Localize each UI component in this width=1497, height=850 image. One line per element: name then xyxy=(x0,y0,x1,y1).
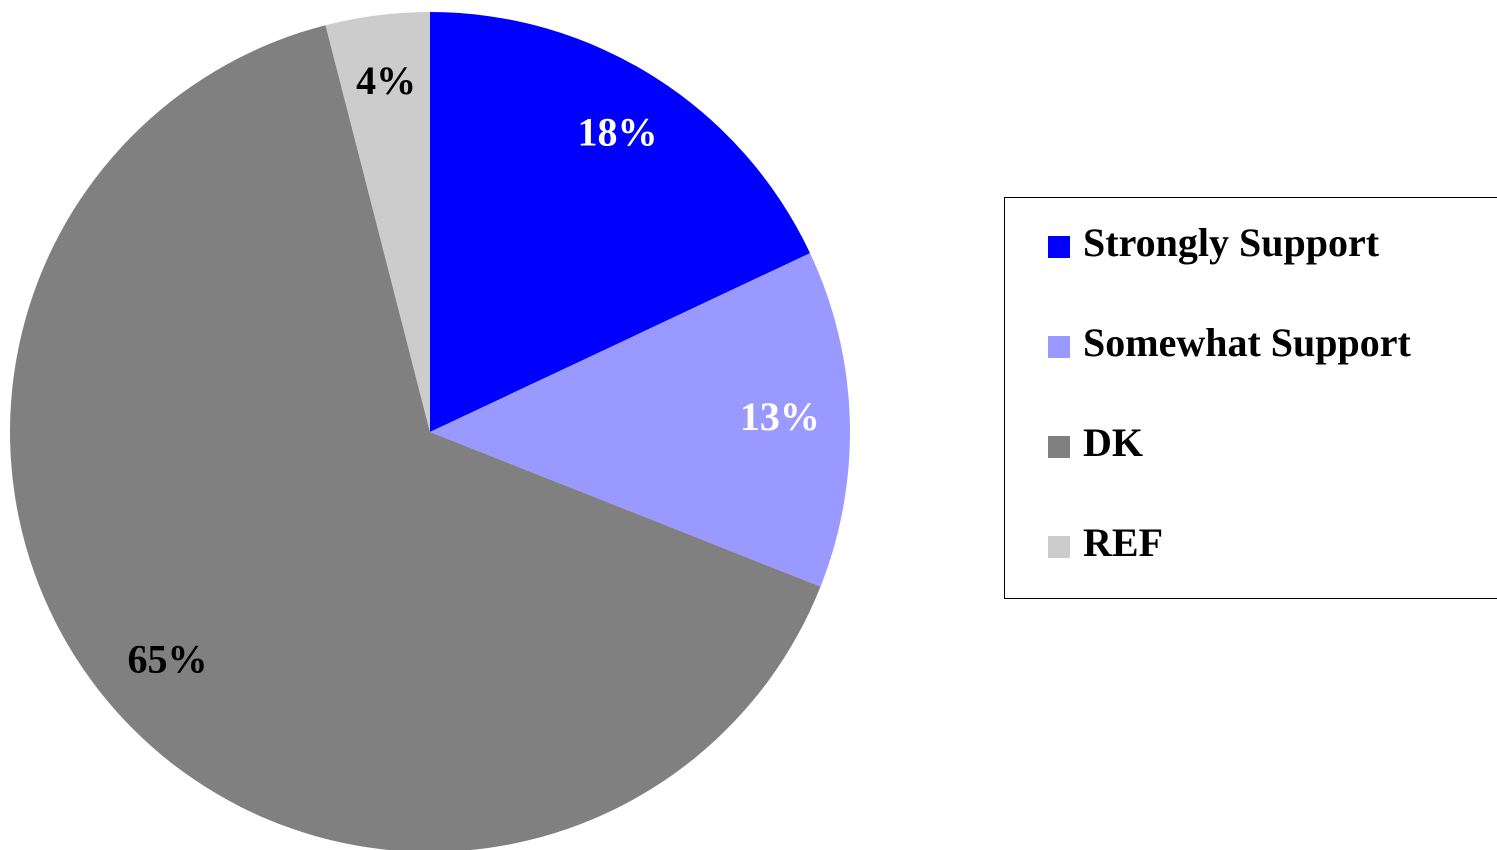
legend-box xyxy=(1004,197,1497,599)
legend-swatch xyxy=(1048,336,1070,358)
data-label: 18% xyxy=(578,110,658,155)
legend-label: REF xyxy=(1083,520,1163,565)
pie-slice xyxy=(430,12,811,432)
pie-slice xyxy=(10,25,821,850)
data-label: 13% xyxy=(740,394,820,439)
data-label: 65% xyxy=(127,637,207,682)
legend-swatch xyxy=(1048,236,1070,258)
data-label: 4% xyxy=(356,58,416,103)
legend-swatch xyxy=(1048,436,1070,458)
legend-label: Strongly Support xyxy=(1083,220,1380,265)
legend-label: DK xyxy=(1083,420,1143,465)
pie-slice xyxy=(325,12,430,432)
legend-swatch xyxy=(1048,536,1070,558)
pie-slice xyxy=(430,253,850,587)
legend-label: Somewhat Support xyxy=(1083,320,1412,365)
